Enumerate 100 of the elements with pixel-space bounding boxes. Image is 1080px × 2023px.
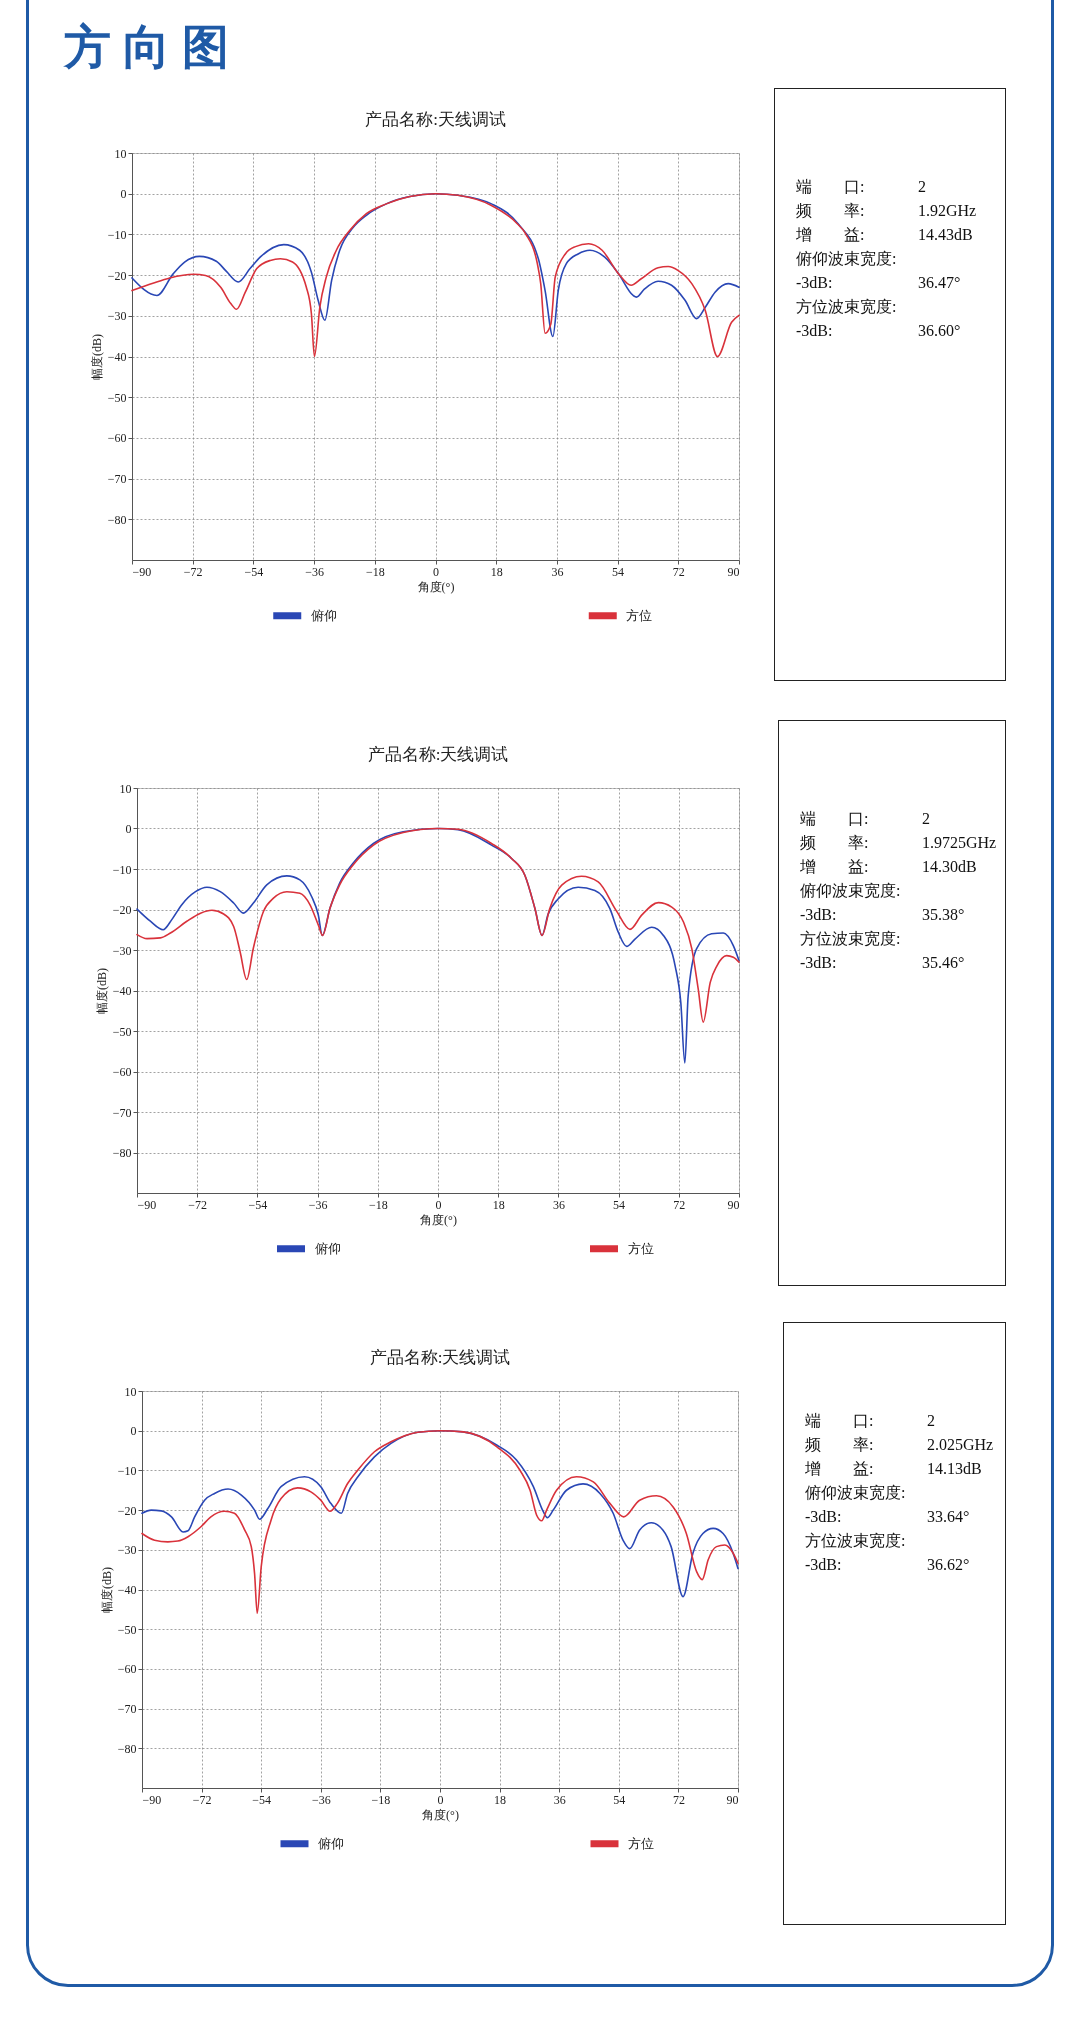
legend-label: 俯仰 xyxy=(314,1240,341,1256)
y-tick-label: −10 xyxy=(112,862,132,877)
text: -3dB: 35.46° xyxy=(800,953,966,973)
x-tick-label: 36 xyxy=(553,1792,566,1807)
y-tick-label: 10 xyxy=(114,146,127,161)
x-tick-label: 54 xyxy=(613,1197,626,1212)
y-tick-label: −10 xyxy=(117,1463,137,1478)
x-tick-label: 90 xyxy=(727,564,740,579)
x-tick-label: −54 xyxy=(244,564,264,579)
text: -3dB: 33.64° xyxy=(805,1507,971,1527)
x-tick-label: 0 xyxy=(433,564,439,579)
text: 方位波束宽度: xyxy=(805,1531,907,1551)
y-tick-label: −70 xyxy=(112,1105,132,1120)
x-tick-label: 72 xyxy=(672,564,685,579)
text: 方位波束宽度: xyxy=(800,929,902,949)
text: 增 益: 14.43dB xyxy=(796,225,974,245)
y-tick-label: −70 xyxy=(117,1702,137,1717)
x-tick-label: 90 xyxy=(726,1792,739,1807)
x-tick-label: −72 xyxy=(183,564,203,579)
y-tick-label: −30 xyxy=(117,1543,137,1558)
text: -3dB: 36.62° xyxy=(805,1555,971,1575)
legend-label: 方位 xyxy=(628,1835,654,1851)
text: 增 益: 14.13dB xyxy=(805,1459,983,1479)
x-tick-label: −18 xyxy=(368,1197,388,1212)
x-tick-label: 0 xyxy=(437,1792,444,1807)
text: 端 口: 2 xyxy=(800,809,931,829)
x-tick-label: −72 xyxy=(192,1792,212,1807)
y-tick-label: 0 xyxy=(125,822,132,836)
y-axis-title: 幅度(dB) xyxy=(89,334,104,380)
y-tick-label: −40 xyxy=(117,1583,137,1597)
legend-label: 俯仰 xyxy=(310,607,337,623)
y-tick-label: −60 xyxy=(107,431,127,446)
x-tick-label: −72 xyxy=(188,1197,208,1212)
y-tick-label: 10 xyxy=(124,1384,137,1399)
x-tick-label: −54 xyxy=(252,1792,272,1807)
y-tick-label: −20 xyxy=(107,268,127,283)
x-tick-label: −36 xyxy=(311,1792,331,1807)
y-tick-label: −80 xyxy=(112,1146,132,1160)
y-tick-label: −30 xyxy=(112,943,132,958)
x-tick-label: −90 xyxy=(142,1792,162,1807)
x-tick-label: 18 xyxy=(492,1197,505,1212)
y-tick-label: −10 xyxy=(107,227,127,242)
text: 频 率: 2.025GHz xyxy=(805,1435,995,1455)
y-axis-title: 幅度(dB) xyxy=(94,968,109,1014)
y-tick-label: −60 xyxy=(117,1662,137,1677)
text: 频 率: 1.9725GHz xyxy=(800,833,998,853)
y-tick-label: −80 xyxy=(107,512,127,527)
text: 频 率: 1.92GHz xyxy=(796,201,978,221)
y-tick-label: −20 xyxy=(112,903,132,917)
x-tick-label: −54 xyxy=(248,1197,268,1212)
chart-title: 产品名称:天线调试 xyxy=(365,110,506,129)
text: 方位波束宽度: xyxy=(796,297,898,317)
x-tick-label: −18 xyxy=(371,1792,391,1807)
y-tick-label: −30 xyxy=(107,309,127,324)
text: -3dB: 36.60° xyxy=(796,321,962,341)
line-series xyxy=(136,827,740,1023)
y-tick-label: −70 xyxy=(107,472,127,487)
y-tick-label: −40 xyxy=(107,350,127,364)
legend-label: 方位 xyxy=(627,1240,654,1256)
y-tick-label: −50 xyxy=(117,1622,137,1637)
y-tick-label: −60 xyxy=(112,1065,132,1079)
x-tick-label: −90 xyxy=(132,564,152,579)
chart-title: 产品名称:天线调试 xyxy=(367,745,509,764)
x-tick-label: 54 xyxy=(612,564,625,579)
text: -3dB: 35.38° xyxy=(800,905,966,925)
y-tick-label: −80 xyxy=(117,1741,137,1756)
x-tick-label: 36 xyxy=(552,1197,565,1212)
x-tick-label: −90 xyxy=(137,1197,157,1212)
x-tick-label: 18 xyxy=(490,564,503,579)
x-tick-label: −36 xyxy=(308,1197,328,1212)
text: 俯仰波束宽度: xyxy=(796,249,898,269)
x-tick-label: 18 xyxy=(494,1792,507,1807)
text: -3dB: 36.47° xyxy=(796,273,962,293)
y-tick-label: 10 xyxy=(119,781,132,796)
y-axis-title: 幅度(dB) xyxy=(99,1567,114,1613)
legend-label: 方位 xyxy=(626,607,653,623)
x-tick-label: 0 xyxy=(435,1197,442,1212)
text: 俯仰波束宽度: xyxy=(800,881,902,901)
x-axis-title: 角度(°) xyxy=(417,579,455,594)
y-tick-label: −50 xyxy=(112,1024,132,1039)
text: 增 益: 14.30dB xyxy=(800,857,978,877)
text: 端 口: 2 xyxy=(805,1411,936,1431)
text: 方向图 xyxy=(64,18,241,76)
text: 端 口: 2 xyxy=(796,177,927,197)
x-axis-title: 角度(°) xyxy=(422,1807,459,1822)
y-tick-label: −20 xyxy=(117,1503,137,1518)
x-tick-label: 36 xyxy=(551,564,564,579)
x-tick-label: −18 xyxy=(365,564,385,579)
y-tick-label: −50 xyxy=(107,390,127,405)
x-axis-title: 角度(°) xyxy=(420,1212,457,1227)
chart-title: 产品名称:天线调试 xyxy=(369,1348,511,1367)
x-tick-label: 72 xyxy=(672,1792,685,1807)
y-tick-label: 0 xyxy=(130,1424,137,1439)
y-tick-label: 0 xyxy=(120,187,127,202)
x-tick-label: 54 xyxy=(613,1792,626,1807)
x-tick-label: −36 xyxy=(305,564,324,579)
legend-label: 俯仰 xyxy=(318,1835,344,1851)
x-tick-label: 72 xyxy=(673,1197,686,1212)
y-tick-label: −40 xyxy=(112,984,132,998)
text: 俯仰波束宽度: xyxy=(805,1483,907,1503)
